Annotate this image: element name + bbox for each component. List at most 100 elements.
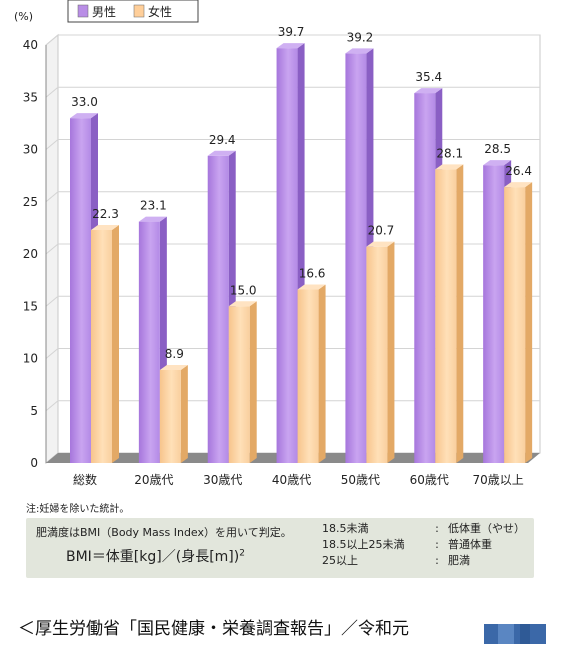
data-label: 35.4 [415, 70, 442, 84]
redaction-block [484, 624, 546, 644]
bmi-formula-text: BMI＝体重[kg]／(身長[m]) [66, 549, 240, 565]
x-tick-label: 70歳以上 [473, 473, 524, 487]
bar-top [207, 150, 236, 156]
x-tick-label: 60歳代 [410, 473, 449, 487]
bar-female [159, 364, 188, 463]
x-tick-label: 総数 [73, 472, 97, 487]
bar-top [276, 43, 305, 49]
bmi-colon: : [435, 522, 439, 535]
bar-female [297, 284, 326, 463]
legend: 男性 女性 [67, 0, 199, 23]
bmi-formula-exponent: 2 [239, 548, 245, 559]
x-tick-label: 50歳代 [341, 473, 380, 487]
y-tick-label: 0 [30, 456, 38, 470]
source-citation: ＜厚生労働省「国民健康・栄養調査報告」／令和元 [18, 619, 409, 639]
bmi-colon: : [435, 538, 439, 551]
bar-top [70, 113, 98, 119]
legend-swatch [133, 4, 145, 18]
bar-front [414, 93, 436, 463]
data-label: 28.5 [484, 142, 511, 156]
bar-top [483, 160, 512, 166]
x-tick-label: 30歳代 [203, 473, 242, 487]
y-tick-label: 10 [23, 352, 38, 366]
bar-front [70, 118, 91, 464]
chart-note: 注:妊婦を除いた統計。 [26, 504, 130, 515]
data-label: 22.3 [92, 207, 119, 221]
bar-front [138, 221, 160, 463]
bar-side [525, 182, 533, 463]
bar-side [249, 301, 257, 463]
bar-side [318, 284, 326, 463]
bmi-label: 普通体重 [448, 538, 492, 551]
y-tick-label: 35 [23, 90, 38, 104]
bar-side [112, 224, 119, 463]
bar-side [456, 164, 464, 464]
bar-chart: 0 5 10 15 20 25 30 35 40 (%) 33.0 22.3 23.1 8.9 29.4 1… [14, 0, 541, 487]
bmi-category-table: 18.5未満 : 低体重（やせ） 18.5以上25未満 : 普通体重 25以上 … [322, 521, 525, 569]
bmi-range: 18.5未満 [322, 522, 369, 535]
x-axis: 総数 20歳代 30歳代 40歳代 50歳代 60歳代 70歳以上 [73, 472, 524, 487]
bmi-row: 25以上 : 肥満 [322, 553, 525, 569]
y-tick-label: 30 [23, 143, 38, 157]
bar-top [435, 164, 464, 170]
bar-side [387, 241, 395, 463]
bar-front [345, 53, 367, 464]
y-tick-label: 20 [23, 247, 38, 261]
data-label: 26.4 [505, 164, 532, 178]
data-label: 29.4 [209, 133, 236, 147]
bar-front [366, 246, 388, 463]
bar-front [159, 369, 181, 463]
y-axis: 0 5 10 15 20 25 30 35 40 (%) [14, 10, 47, 470]
bmi-colon: : [435, 554, 439, 567]
bmi-info-box: 肥満度はBMI（Body Mass Index）を用いて判定。 BMI＝体重[k… [26, 518, 534, 578]
bmi-label: 肥満 [448, 554, 470, 567]
bar-top [228, 301, 257, 307]
bar-front [297, 289, 319, 463]
data-label: 16.6 [299, 267, 326, 281]
bar-front [91, 229, 112, 463]
bar-female [435, 164, 464, 464]
x-tick-label: 40歳代 [272, 473, 311, 487]
gridline [45, 34, 540, 46]
bar-female [504, 182, 533, 463]
redaction-shade [520, 624, 530, 644]
bar-front [504, 187, 526, 463]
bar-female [91, 224, 119, 463]
bar-top [138, 216, 167, 222]
y-tick-label: 15 [23, 299, 38, 313]
legend-box [67, 0, 199, 23]
bar-top [414, 88, 443, 94]
redaction-shade [498, 624, 514, 644]
bar-top [366, 241, 395, 247]
bar-front [483, 165, 505, 464]
data-label: 20.7 [368, 224, 395, 238]
bmi-range: 25以上 [322, 554, 358, 567]
bar-top [91, 224, 119, 230]
bmi-title: 肥満度はBMI（Body Mass Index）を用いて判定。 [36, 526, 292, 539]
bmi-label: 低体重（やせ） [448, 522, 525, 535]
bar-top [297, 284, 326, 290]
bmi-row: 18.5以上25未満 : 普通体重 [322, 537, 525, 553]
bar-female [366, 241, 395, 463]
y-tick-label: 5 [30, 404, 38, 418]
data-label: 8.9 [165, 347, 184, 361]
data-label: 39.2 [347, 30, 374, 44]
bar-front [207, 155, 229, 463]
legend-label: 男性 [92, 5, 116, 19]
data-label: 28.1 [436, 146, 463, 160]
y-tick-label: 25 [23, 195, 38, 209]
gridline [45, 191, 540, 203]
data-label: 23.1 [140, 199, 167, 213]
data-label: 33.0 [71, 95, 98, 109]
bar-female [228, 301, 257, 463]
data-label: 39.7 [278, 25, 305, 39]
y-unit-label: (%) [14, 10, 33, 23]
legend-swatch [77, 4, 89, 18]
bars [70, 43, 533, 464]
bmi-range: 18.5以上25未満 [322, 538, 405, 551]
legend-label: 女性 [148, 4, 172, 19]
bar-front [435, 169, 457, 464]
data-label: 15.0 [230, 283, 257, 297]
y-tick-label: 40 [23, 38, 38, 52]
gridline [45, 86, 540, 98]
